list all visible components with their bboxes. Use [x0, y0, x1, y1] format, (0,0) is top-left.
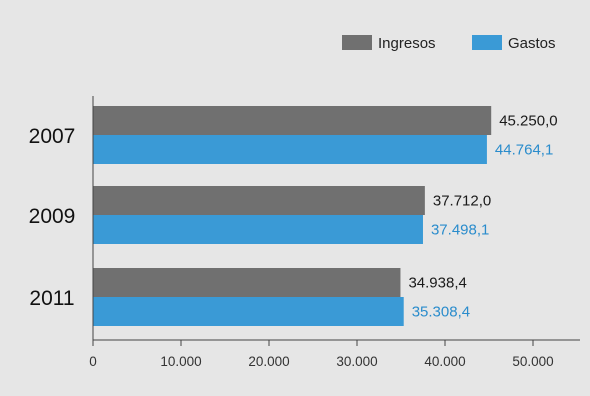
bar-gastos-2007 [93, 135, 487, 164]
plot-area: 2007 45.250,0 44.764,1 2009 37.712,0 37.498,1… [29, 106, 558, 369]
legend-label-gastos: Gastos [508, 35, 556, 52]
legend-swatch-gastos [472, 35, 502, 50]
x-tick-label-10000: 10.000 [160, 354, 201, 369]
category-label-2011: 2011 [29, 287, 74, 310]
category-label-2007: 2007 [29, 125, 76, 148]
x-tick-label-50000: 50.000 [512, 354, 553, 369]
value-label-gastos-2007: 44.764,1 [495, 142, 553, 159]
bar-ingresos-2009 [93, 186, 425, 215]
bar-ingresos-2007 [93, 106, 492, 135]
x-tick-label-40000: 40.000 [424, 354, 465, 369]
value-label-gastos-2009: 37.498,1 [431, 222, 489, 239]
x-tick-label-30000: 30.000 [336, 354, 377, 369]
category-label-2009: 2009 [29, 205, 76, 228]
bar-gastos-2009 [93, 215, 423, 244]
legend-label-ingresos: Ingresos [378, 35, 436, 52]
x-tick-label-20000: 20.000 [248, 354, 289, 369]
value-label-ingresos-2007: 45.250,0 [499, 113, 557, 130]
value-label-gastos-2011: 35.308,4 [412, 304, 470, 321]
value-label-ingresos-2011: 34.938,4 [408, 275, 466, 292]
bar-ingresos-2011 [93, 268, 401, 297]
bar-gastos-2011 [93, 297, 404, 326]
legend: Ingresos Gastos [342, 35, 556, 52]
x-tick-label-0: 0 [89, 354, 97, 369]
legend-swatch-ingresos [342, 35, 372, 50]
value-label-ingresos-2009: 37.712,0 [433, 193, 491, 210]
